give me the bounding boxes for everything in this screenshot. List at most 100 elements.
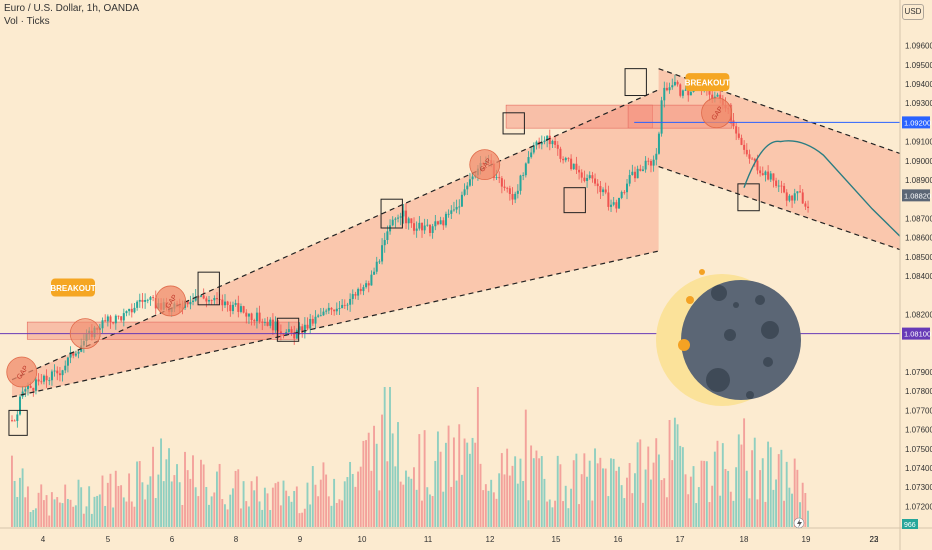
volume-bar <box>13 480 16 527</box>
candle-body <box>370 274 373 286</box>
volume-bar <box>301 512 304 527</box>
rising-channel-upper <box>11 89 659 381</box>
volume-bar <box>231 488 234 527</box>
candle-body <box>450 210 453 214</box>
volume-bar <box>444 442 447 527</box>
volume-bar <box>266 493 269 527</box>
y-tick-label: 1.07500 <box>905 445 932 454</box>
volume-bar <box>799 502 801 527</box>
candle-body <box>74 353 77 356</box>
volume-bar <box>447 425 450 527</box>
highlight-box <box>624 68 647 97</box>
currency-button[interactable]: USD <box>902 4 924 20</box>
volume-bar <box>423 430 426 527</box>
candle-body <box>463 189 466 195</box>
candle-body <box>745 149 748 155</box>
candle-body <box>508 188 511 194</box>
volume-bar <box>463 438 466 527</box>
volume-bar <box>176 464 178 527</box>
projection-curve <box>743 140 900 238</box>
volume-bar <box>668 420 671 527</box>
volume-bar <box>319 479 322 527</box>
price-label-bg <box>902 116 930 129</box>
x-tick-label: 9 <box>298 535 303 544</box>
volume-bar <box>556 455 559 527</box>
falling-channel-zone <box>658 68 900 250</box>
candle-body <box>317 315 320 317</box>
candle-body <box>303 324 306 334</box>
volume-bar <box>269 510 272 527</box>
volume-bar <box>434 460 437 527</box>
breakout-badge: BREAKOUT <box>50 278 96 297</box>
candle-body <box>626 183 629 193</box>
candle-body <box>282 334 285 336</box>
volume-bar <box>32 509 35 527</box>
candle-body <box>141 299 144 302</box>
volume-bar <box>535 450 538 527</box>
volume-bar <box>149 476 152 527</box>
candle-body <box>748 154 751 159</box>
volume-bar <box>402 484 405 527</box>
candle-body <box>554 140 557 145</box>
candle-body <box>519 175 522 191</box>
volume-bar <box>306 482 309 527</box>
volume-bar <box>125 501 128 527</box>
volume-bar <box>514 456 517 527</box>
volume-bar <box>413 467 415 527</box>
volume-bar <box>641 502 644 527</box>
volume-bar <box>570 488 572 527</box>
candle-body <box>341 304 344 309</box>
candle-body <box>354 294 357 296</box>
y-tick-label: 1.07800 <box>905 387 932 396</box>
candle-body <box>26 385 29 390</box>
volume-bar <box>133 506 136 527</box>
volume-bar <box>37 492 40 527</box>
candle-body <box>149 297 152 300</box>
volume-bar <box>785 461 788 527</box>
volume-bar <box>578 504 580 527</box>
volume-bar <box>373 425 375 527</box>
volume-bar <box>50 492 53 527</box>
volume-bar <box>325 474 328 527</box>
volume-bar <box>745 470 748 527</box>
candle-body <box>56 370 59 374</box>
candle-body <box>136 301 139 308</box>
volume-bar <box>756 499 759 527</box>
y-tick-label: 1.07600 <box>905 426 932 435</box>
candle-body <box>242 306 245 313</box>
gap-circle <box>469 149 501 181</box>
volume-bar <box>152 446 155 527</box>
candle-body <box>186 301 189 305</box>
volume-bar <box>218 463 221 527</box>
volume-bar <box>554 500 557 527</box>
candle-body <box>378 261 381 263</box>
candle-body <box>676 81 679 85</box>
candle-body <box>753 158 756 161</box>
candle-body <box>679 84 682 96</box>
candle-body <box>612 202 615 205</box>
volume-bar <box>679 445 682 527</box>
candle-body <box>516 190 519 194</box>
volume-bar <box>796 469 799 527</box>
volume-bar <box>333 478 336 527</box>
x-tick-label: 15 <box>552 535 561 544</box>
candle-body <box>764 171 767 176</box>
volume-bar <box>322 462 325 527</box>
volume-bar <box>543 478 546 527</box>
candle-body <box>359 288 362 292</box>
candle-body <box>330 307 333 310</box>
volume-bar <box>271 487 274 527</box>
candle-body <box>421 222 424 231</box>
volume-bar <box>604 468 607 527</box>
candle-body <box>271 319 274 331</box>
volume-bar <box>421 500 423 527</box>
candle-body <box>684 89 687 91</box>
candle-body <box>471 176 474 180</box>
y-tick-label: 1.09500 <box>905 61 932 70</box>
volume-bar <box>631 493 634 527</box>
volume-bar <box>341 500 344 527</box>
volume-bar <box>56 497 59 527</box>
volume-bar <box>721 443 724 527</box>
volume-bar <box>586 476 588 527</box>
